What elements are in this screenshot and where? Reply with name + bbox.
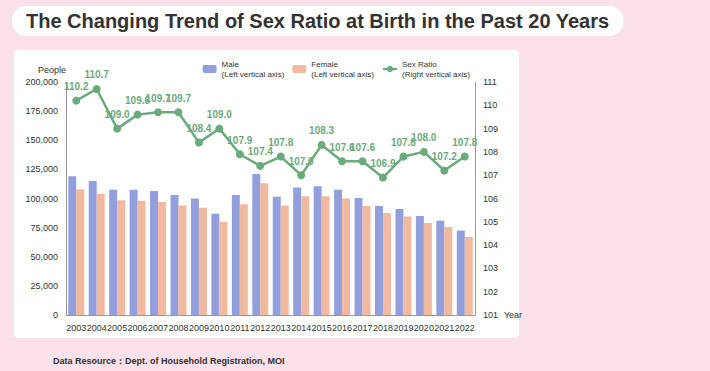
- svg-text:106.9: 106.9: [370, 158, 395, 169]
- svg-text:The Changing Trend of Sex Rati: The Changing Trend of Sex Ratio at Birth…: [26, 10, 609, 32]
- svg-text:108.3: 108.3: [309, 125, 334, 136]
- svg-text:2015: 2015: [312, 323, 332, 333]
- svg-text:102: 102: [483, 287, 498, 297]
- svg-text:107.8: 107.8: [390, 137, 416, 149]
- svg-text:2021: 2021: [434, 323, 454, 333]
- svg-text:107.4: 107.4: [247, 146, 273, 158]
- svg-text:107.8: 107.8: [268, 137, 293, 148]
- svg-text:2006: 2006: [128, 323, 148, 333]
- svg-text:108: 108: [483, 147, 498, 157]
- svg-text:People: People: [38, 65, 66, 75]
- svg-text:2009: 2009: [189, 323, 209, 333]
- svg-text:Year: Year: [504, 310, 522, 320]
- svg-text:125,000: 125,000: [25, 164, 58, 174]
- svg-text:2018: 2018: [373, 323, 393, 333]
- svg-text:2013: 2013: [271, 323, 291, 333]
- svg-text:(Left vertical axis): (Left vertical axis): [222, 70, 285, 79]
- svg-text:110.2: 110.2: [64, 81, 89, 92]
- svg-text:(Left vertical axis): (Left vertical axis): [311, 70, 374, 79]
- svg-text:2003: 2003: [66, 323, 86, 333]
- svg-text:150,000: 150,000: [25, 135, 58, 145]
- svg-text:108.4: 108.4: [186, 123, 211, 134]
- svg-text:109.7: 109.7: [166, 93, 191, 104]
- svg-text:107.0: 107.0: [289, 156, 314, 167]
- svg-text:2004: 2004: [87, 323, 107, 333]
- svg-text:107.6: 107.6: [350, 142, 375, 153]
- svg-text:107.8: 107.8: [452, 137, 477, 148]
- svg-text:105: 105: [483, 217, 498, 227]
- svg-text:106: 106: [483, 194, 498, 204]
- svg-text:2008: 2008: [168, 323, 188, 333]
- svg-text:107.2: 107.2: [432, 151, 457, 162]
- svg-text:200,000: 200,000: [25, 77, 58, 87]
- svg-text:0: 0: [53, 310, 58, 320]
- svg-text:2012: 2012: [250, 323, 270, 333]
- svg-text:110.7: 110.7: [84, 69, 109, 80]
- svg-text:109.7: 109.7: [145, 92, 171, 104]
- svg-text:Female: Female: [311, 60, 338, 69]
- svg-text:109: 109: [483, 124, 498, 134]
- svg-text:107: 107: [483, 170, 498, 180]
- svg-text:104: 104: [483, 240, 498, 250]
- svg-text:25,000: 25,000: [30, 281, 58, 291]
- svg-text:108.0: 108.0: [411, 132, 436, 143]
- svg-text:2011: 2011: [230, 323, 249, 333]
- svg-text:100,000: 100,000: [25, 194, 58, 204]
- svg-text:2020: 2020: [414, 323, 434, 333]
- svg-text:(Right vertical axis): (Right vertical axis): [402, 70, 470, 79]
- svg-text:2010: 2010: [209, 323, 229, 333]
- svg-text:101: 101: [483, 310, 498, 320]
- svg-text:2022: 2022: [455, 323, 475, 333]
- svg-text:107.6: 107.6: [329, 141, 355, 153]
- svg-text:2005: 2005: [107, 323, 127, 333]
- svg-text:Sex Ratio: Sex Ratio: [402, 60, 437, 69]
- svg-text:175,000: 175,000: [25, 106, 58, 116]
- svg-text:2019: 2019: [393, 323, 413, 333]
- svg-text:50,000: 50,000: [30, 252, 58, 262]
- svg-text:109.6: 109.6: [125, 95, 151, 107]
- svg-text:2007: 2007: [148, 323, 168, 333]
- svg-text:109.0: 109.0: [207, 109, 232, 120]
- svg-text:2014: 2014: [291, 323, 311, 333]
- svg-text:2016: 2016: [332, 323, 352, 333]
- svg-text:103: 103: [483, 263, 498, 273]
- svg-text:Male: Male: [222, 60, 240, 69]
- svg-text:110: 110: [483, 100, 497, 110]
- svg-text:Data Resource：Dept. of Househo: Data Resource：Dept. of Household Registr…: [53, 356, 285, 366]
- svg-text:75,000: 75,000: [30, 223, 58, 233]
- svg-text:107.9: 107.9: [227, 135, 252, 146]
- svg-text:111: 111: [483, 77, 497, 87]
- svg-text:109.0: 109.0: [105, 109, 130, 120]
- svg-text:2017: 2017: [353, 323, 373, 333]
